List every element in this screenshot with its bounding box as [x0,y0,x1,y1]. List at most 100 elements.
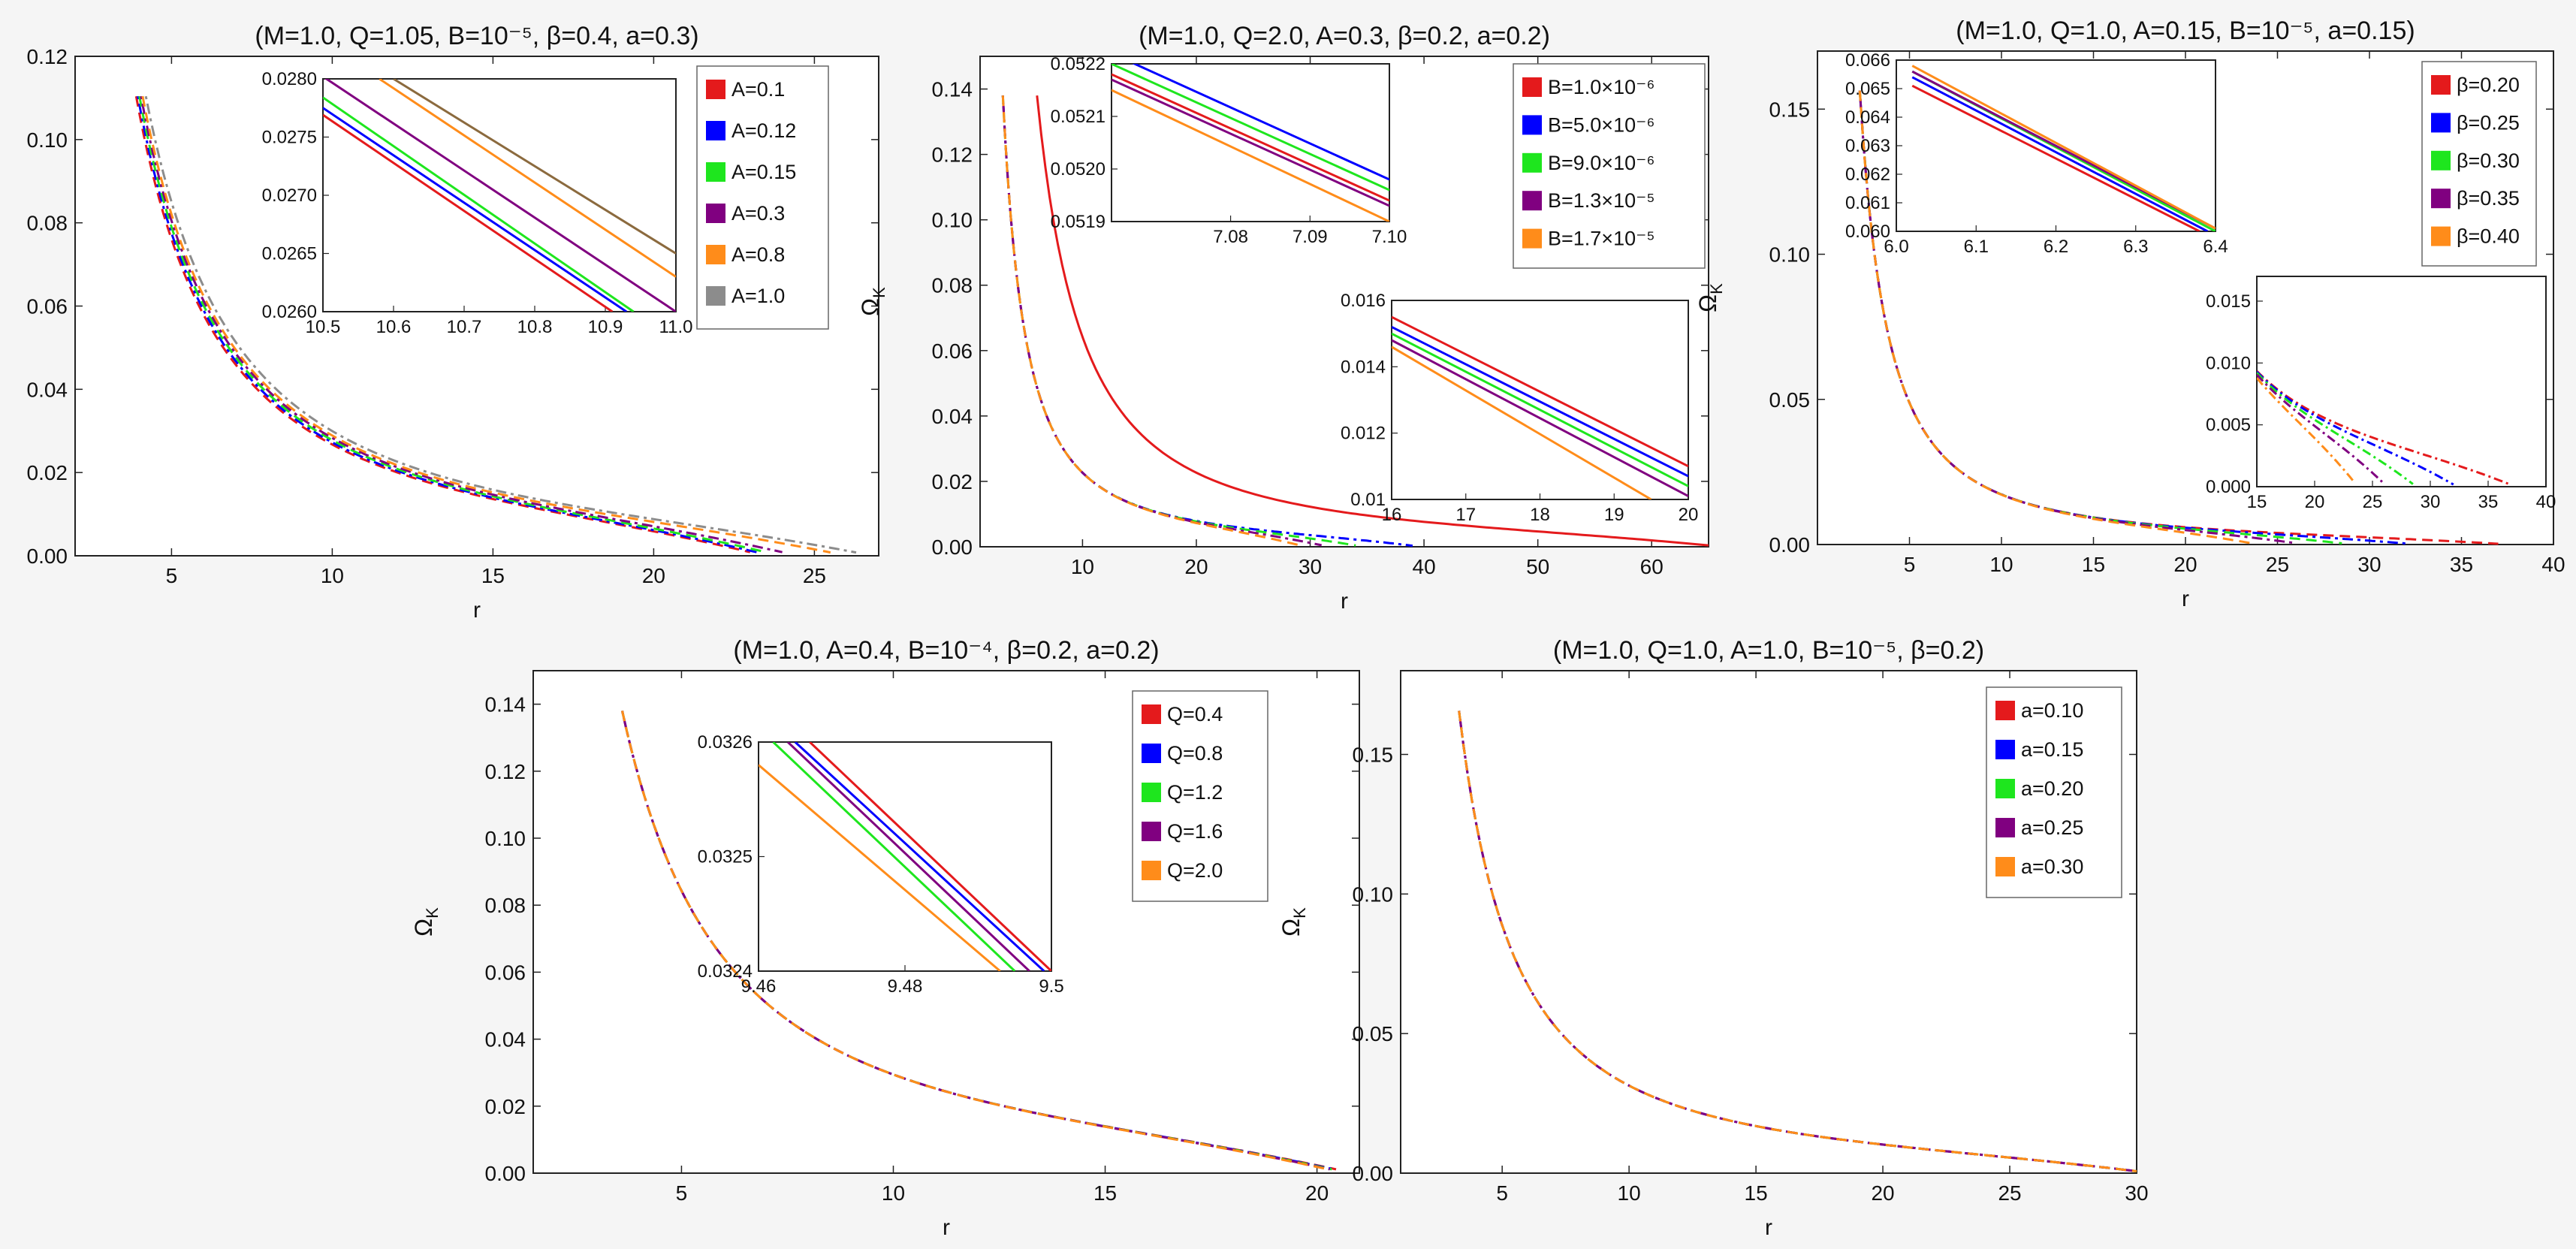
inset-x-tick-label: 10.9 [588,317,623,337]
x-tick-label: 25 [2266,553,2289,576]
series-line [134,95,751,554]
legend-label: a=0.20 [2021,777,2083,800]
y-tick-label: 0.10 [1769,243,1811,267]
inset-line [1132,64,1389,181]
inset-x-tick-label: 16 [1382,505,1402,525]
legend-swatch [1522,77,1542,97]
inset-line [1911,65,2216,230]
x-tick-label: 10 [1071,555,1094,578]
x-axis-label: r [943,1215,950,1240]
y-tick-label: 0.04 [27,378,68,401]
inset-y-tick-label: 0.0270 [262,186,317,206]
legend-swatch [2431,226,2451,246]
inset-y-tick-label: 0.0265 [262,244,317,264]
legend-label: B=5.0×10⁻⁶ [1548,113,1654,136]
series-line [621,710,1329,1171]
inset-x-tick-label: 9.48 [888,976,923,997]
y-tick-label: 0.04 [932,405,973,428]
y-tick-label: 0.12 [27,45,68,68]
legend-label: B=9.0×10⁻⁶ [1548,152,1654,174]
legend-swatch [1522,228,1542,249]
chart-title: (M=1.0, Q=2.0, A=0.3, β=0.2, a=0.2) [1139,22,1550,50]
inset-line [1392,345,1652,499]
inset-y-tick-label: 0.010 [2206,353,2251,373]
series-line [1001,95,1299,547]
legend-label: Q=0.8 [1167,742,1223,765]
inset-x-tick-label: 40 [2536,492,2556,512]
y-tick-label: 0.02 [932,470,973,493]
inset-line [1392,332,1688,487]
legend-swatch [2431,189,2451,209]
legend-label: a=0.30 [2021,855,2083,878]
x-tick-label: 20 [1184,555,1208,578]
y-tick-label: 0.08 [932,274,973,297]
y-tick-label: 0.08 [485,894,526,917]
legend-swatch [1995,779,2015,798]
legend-swatch [706,80,725,99]
inset-line [786,742,1030,971]
x-tick-label: 25 [1998,1181,2021,1205]
inset-x-tick-label: 7.10 [1372,227,1407,247]
x-tick-label: 10 [1618,1181,1641,1205]
y-tick-label: 0.05 [1353,1022,1394,1045]
inset-line [1112,73,1389,202]
inset-series-line [2257,373,2385,485]
inset-y-tick-label: 0.062 [1845,164,1890,185]
y-tick-label: 0.14 [932,78,973,101]
x-tick-label: 35 [2450,553,2473,576]
y-tick-label: 0.10 [1353,882,1394,906]
inset-x-tick-label: 6.0 [1884,237,1908,257]
inset-x-tick-label: 9.5 [1039,976,1063,997]
inset-x-tick-label: 30 [2421,492,2441,512]
legend-label: Q=1.6 [1167,820,1223,843]
y-tick-label: 0.00 [485,1162,526,1185]
y-tick-label: 0.00 [1353,1162,1394,1185]
legend-swatch [706,204,725,223]
legend-swatch [2431,150,2451,170]
inset-y-tick-label: 0.01 [1350,490,1386,510]
y-tick-label: 0.04 [485,1028,526,1051]
x-tick-label: 15 [481,564,505,587]
legend-label: B=1.0×10⁻⁶ [1548,76,1654,98]
legend-swatch [1995,740,2015,759]
inset-line [1911,76,2209,231]
inset-x-tick-label: 18 [1530,505,1550,525]
inset-y-tick-label: 0.012 [1341,424,1386,444]
legend-label: A=0.15 [731,161,796,183]
panel-b: (M=1.0, Q=2.0, A=0.3, β=0.2, a=0.2) 10 20 3… [857,22,1709,614]
inset-x-tick-label: 17 [1455,505,1476,525]
inset-line [393,79,676,255]
inset-y-tick-label: 0.060 [1845,222,1890,242]
x-tick-label: 15 [2082,553,2105,576]
inset: 6.0 6.1 6.2 6.3 6.4 0.060 0.061 0.062 0.063 0.064… [1845,50,2228,257]
y-tick-label: 0.06 [932,339,973,363]
inset-x-tick-label: 10.5 [306,317,341,337]
x-axis-label: r [1341,589,1348,614]
inset-series-line [2257,370,2454,486]
x-tick-label: 30 [1299,555,1322,578]
legend-label: Q=0.4 [1167,703,1223,726]
inset-y-tick-label: 0.066 [1845,50,1890,71]
series-line [1036,95,1709,547]
legend-swatch [2431,113,2451,133]
series-line [137,95,757,554]
legend-swatch [706,286,725,306]
x-tick-label: 5 [1496,1181,1508,1205]
series-line [144,95,857,554]
legend-swatch [1995,701,2015,720]
y-tick-label: 0.12 [485,760,526,783]
legend-label: β=0.35 [2457,187,2520,210]
inset-line [772,742,1016,971]
inset-x-tick-label: 6.2 [2044,237,2068,257]
legend-swatch [1142,861,1161,880]
inset-y-tick-label: 0.015 [2206,291,2251,312]
inset-line [794,742,1045,971]
inset-x-tick-label: 6.3 [2123,237,2148,257]
inset-x-tick-label: 7.09 [1293,227,1328,247]
x-tick-label: 10 [1989,553,2013,576]
inset-y-tick-label: 0.0521 [1051,107,1106,127]
inset-x-tick-label: 10.6 [376,317,412,337]
inset-frame [1391,300,1689,500]
